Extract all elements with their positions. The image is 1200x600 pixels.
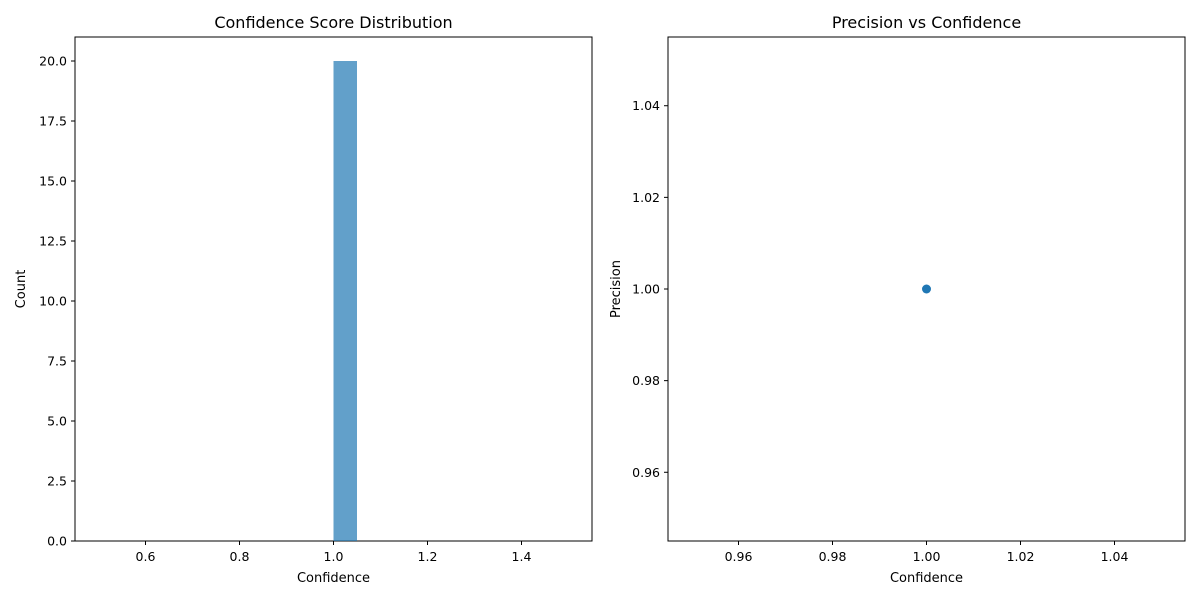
scatter-points xyxy=(922,284,931,294)
scatter-y-ticks: 0.96 0.98 1.00 1.02 1.04 xyxy=(632,98,668,480)
scatter-x-ticks: 0.96 0.98 1.00 1.02 1.04 xyxy=(725,541,1129,564)
x-tick-label: 0.98 xyxy=(819,549,847,564)
y-tick-label: 1.04 xyxy=(632,98,660,113)
x-tick-label: 0.6 xyxy=(136,549,156,564)
x-tick-label: 0.8 xyxy=(230,549,250,564)
histogram-bar xyxy=(333,61,357,541)
scatter-title: Precision vs Confidence xyxy=(832,13,1021,32)
y-tick-label: 0.0 xyxy=(47,534,67,549)
x-tick-label: 1.2 xyxy=(418,549,438,564)
y-tick-label: 0.96 xyxy=(632,465,660,480)
histogram-panel: 0.6 0.8 1.0 1.2 1.4 0.0 2.5 5.0 7.5 10.0 12.5 15.0… xyxy=(14,13,593,586)
y-tick-label: 1.02 xyxy=(632,190,660,205)
x-tick-label: 0.96 xyxy=(725,549,753,564)
x-tick-label: 1.04 xyxy=(1101,549,1129,564)
y-tick-label: 0.98 xyxy=(632,373,660,388)
y-tick-label: 5.0 xyxy=(47,414,67,429)
y-tick-label: 20.0 xyxy=(39,54,67,69)
y-tick-label: 2.5 xyxy=(47,474,67,489)
scatter-point xyxy=(922,284,931,294)
histogram-y-axis-label: Count xyxy=(14,270,29,309)
histogram-title: Confidence Score Distribution xyxy=(214,13,452,32)
y-tick-label: 17.5 xyxy=(39,114,67,129)
y-tick-label: 12.5 xyxy=(39,234,67,249)
x-tick-label: 1.00 xyxy=(913,549,941,564)
y-tick-label: 1.00 xyxy=(632,282,660,297)
histogram-bars xyxy=(333,61,357,541)
scatter-x-axis-label: Confidence xyxy=(890,571,963,586)
x-tick-label: 1.02 xyxy=(1007,549,1035,564)
histogram-x-axis-label: Confidence xyxy=(297,571,370,586)
y-tick-label: 15.0 xyxy=(39,174,67,189)
y-tick-label: 10.0 xyxy=(39,294,67,309)
y-tick-label: 7.5 xyxy=(47,354,67,369)
scatter-panel: 0.96 0.98 1.00 1.02 1.04 0.96 0.98 1.00 1.02 1.0… xyxy=(609,13,1186,586)
scatter-y-axis-label: Precision xyxy=(609,260,624,318)
x-tick-label: 1.0 xyxy=(324,549,344,564)
histogram-x-ticks: 0.6 0.8 1.0 1.2 1.4 xyxy=(136,541,532,564)
histogram-y-ticks: 0.0 2.5 5.0 7.5 10.0 12.5 15.0 17.5 20.0 xyxy=(39,54,75,549)
x-tick-label: 1.4 xyxy=(512,549,532,564)
